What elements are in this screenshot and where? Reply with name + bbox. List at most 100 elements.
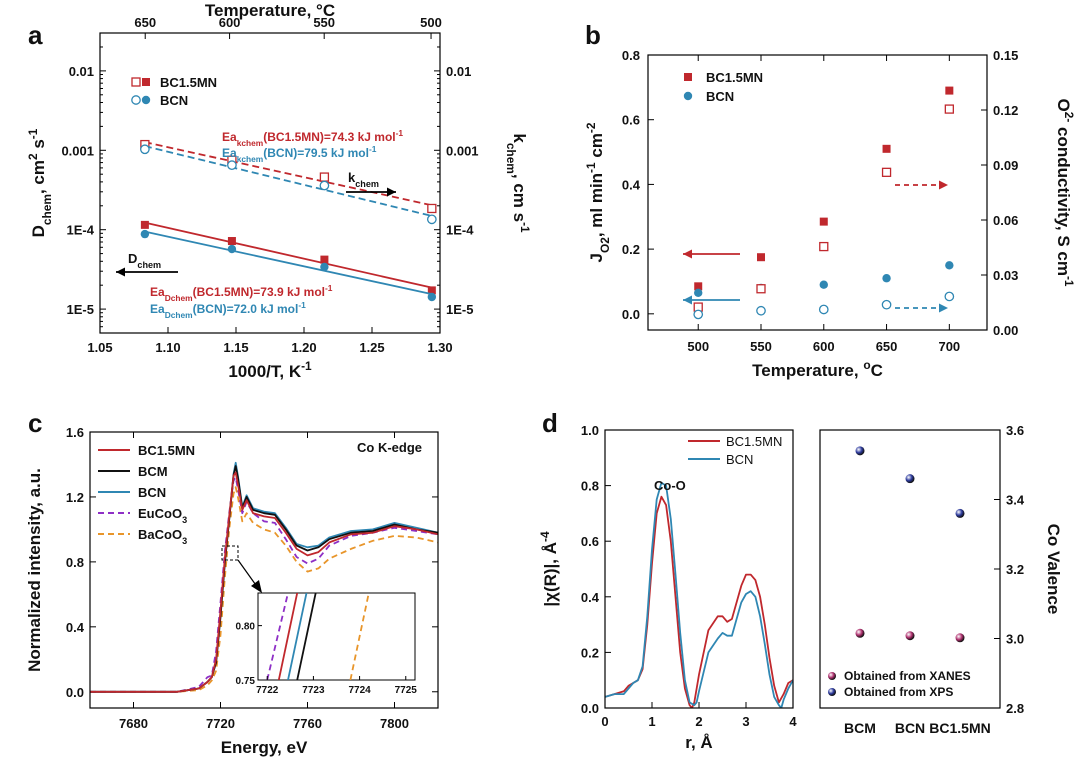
panel-b-legend-marker [684,73,692,81]
panel-c-inset-curve [266,593,289,680]
panel-c-legend-label: BaCoO3 [138,527,187,546]
panel-c-inset-curves [266,593,370,680]
panel-a-ea-k-bc15: Eakchem(BC1.5MN)=74.3 kJ mol-1 [222,128,403,148]
panel-b-point [945,86,954,95]
panel-c-xtick-label: 7800 [380,716,409,731]
panel-c-inset-xtick-label: 7723 [302,685,325,696]
panel-a-xtick-label: 1.30 [427,340,452,355]
panel-d-xtick-label: 2 [695,714,702,729]
panel-a-xtick-label: 1.20 [291,340,316,355]
panel-b: b 500 550 600 650 700 Temperature, oC 0.0 0.2 0.4… [584,20,1076,380]
panel-c-xtick-label: 7760 [293,716,322,731]
panel-a-legend-marker [142,78,150,86]
panel-a-label: a [28,20,43,50]
panel-d-xtick-label: 1 [648,714,655,729]
panel-a-k-arrow [346,187,396,197]
panel-b-ytick-label: 0.6 [622,113,640,128]
panel-a-k-arrow-head [387,187,396,197]
panel-a-point [426,214,437,225]
panel-a-point [319,172,330,182]
panel-c-inset-curve [349,593,370,680]
panel-a-point [140,220,149,229]
panel-d-curves [605,481,793,708]
panel-b-ytick-label: 0.4 [622,177,641,192]
panel-b-rtick-label: 0.09 [993,158,1018,173]
panel-b-ylabel: JO2, ml min-1 cm-2 [584,122,612,262]
panel-c-inset-xtick-label: 7722 [256,685,279,696]
panel-d2-frame [819,429,1001,709]
panel-b-ytick-label: 0.2 [622,242,640,257]
panel-d2-rtick-label: 2.8 [1006,701,1024,716]
panel-d2-legend-marker [828,672,836,680]
panel-c: c 7680 7720 7760 7800 Energy, eV 0.0 0.4 0.8 1.2 1… [25,408,439,757]
panel-c-xlabel: Energy, eV [221,738,308,757]
panel-d2-point [905,474,915,484]
panel-a-rtick-label: 0.01 [446,64,471,79]
panel-b-point [882,274,891,283]
panel-d2-category-label: BC1.5MN [929,720,990,736]
panel-d-xtick-label: 4 [789,714,797,729]
panel-b-legend-label: BCN [706,89,734,104]
panel-c-zoom-pointer-head [251,580,262,593]
panel-a-legend-marker [131,77,141,87]
panel-a-point [319,180,330,191]
panel-c-ytick-label: 0.4 [66,620,85,635]
panel-a-toptick-label: 550 [313,15,335,30]
panel-d-xtick-label: 3 [742,714,749,729]
panel-b-label: b [585,20,601,50]
panel-b-xtick-label: 650 [876,339,898,354]
panel-a-d-arrow-head [116,267,125,277]
panel-d-ytick-label: 0.8 [581,479,599,494]
panel-d-ylabel: |χ(R)|, Å-4 [538,531,560,607]
panel-d-ytick-label: 0.6 [581,534,599,549]
panel-a-point [427,292,437,302]
panel-b-xlabel: Temperature, oC [752,358,883,380]
panel-b-arrow-right-blue [895,303,948,313]
panel-b-legend-label: BC1.5MN [706,70,763,85]
panel-d-ytick-label: 0.4 [581,590,600,605]
panel-c-ylabel: Normalized intensity, a.u. [25,468,44,672]
panel-b-point [694,288,703,297]
panel-c-legend-label: BC1.5MN [138,443,195,458]
panel-d2-category-label: BCN [895,720,925,736]
panel-b-point [944,104,954,114]
panel-b-point [881,299,892,310]
panel-c-ytick-label: 0.0 [66,685,84,700]
panel-a-fitline [144,141,433,207]
panel-a-ytick-label: 1E-5 [67,302,94,317]
panel-a-legend-label: BCN [160,93,188,108]
panel-a-xtick-label: 1.15 [223,340,248,355]
panel-a-point [227,160,237,170]
panel-a-ea-k-bcn: Eakchem(BCN)=79.5 kJ mol-1 [222,144,377,164]
panel-b-ytick-label: 0.8 [622,48,640,63]
panel-d-curve [605,481,793,708]
panel-d-xtick-label: 0 [601,714,608,729]
panel-a-rtick-label: 1E-5 [446,302,473,317]
panel-b-arrow-left-blue-head [683,295,692,305]
panel-b-point [819,217,828,226]
panel-c-curve [90,471,438,693]
panel-a-xtick-label: 1.25 [359,340,384,355]
panel-d2-category-label: BCM [844,720,876,736]
panel-b-point [756,284,766,294]
panel-a-ytick-label: 1E-4 [67,223,95,238]
panel-d-curve [605,495,793,708]
panel-c-ytick-label: 1.6 [66,425,84,440]
panel-b-point [819,241,829,252]
panel-b-xtick-label: 600 [813,339,835,354]
panel-a-ylabel: Dchem, cm2 s-1 [26,128,54,237]
panel-a-point [427,286,436,295]
panel-b-arrow-left-red-head [683,249,692,259]
panel-a-point [140,229,150,239]
panel-a-legend: BC1.5MN BCN [131,75,217,108]
panel-d2-rtick-label: 3.0 [1006,632,1024,647]
panel-c-inset-xtick-label: 7725 [395,685,418,696]
panel-b-ytick-label: 0.0 [622,307,640,322]
panel-c-inset-curve [296,593,317,680]
panel-a-rlabel: kchem, cm s-1 [504,133,532,233]
panel-b-rtick-label: 0.06 [993,213,1018,228]
panel-d2-point [955,633,965,643]
panel-a-point [427,203,437,214]
panel-d-annotation: Co-O [654,478,686,493]
panel-b-rtick-label: 0.12 [993,103,1018,118]
